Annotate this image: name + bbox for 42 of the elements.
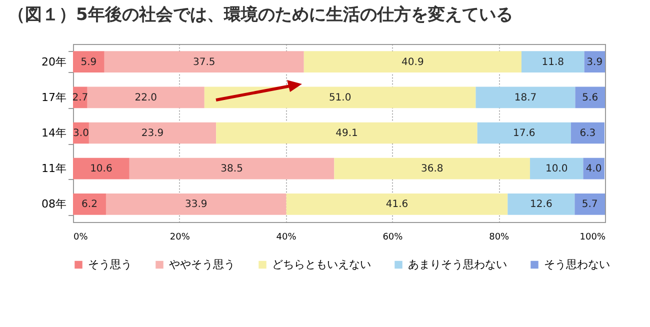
data-label: 40.9 bbox=[402, 56, 424, 68]
data-label: 10.6 bbox=[90, 164, 112, 175]
legend-label: どちらともいえない bbox=[272, 258, 371, 271]
data-label: 3.0 bbox=[73, 128, 89, 139]
legend-label: あまりそう思わない bbox=[408, 258, 507, 271]
x-tick-label: 60% bbox=[382, 232, 404, 242]
y-tick-label: 20年 bbox=[42, 55, 66, 68]
data-label: 41.6 bbox=[386, 199, 408, 210]
data-label: 3.9 bbox=[586, 56, 603, 68]
data-label: 5.9 bbox=[80, 56, 97, 68]
y-tick-label: 14年 bbox=[42, 126, 66, 140]
x-tick-label: 100% bbox=[580, 232, 606, 242]
data-label: 37.5 bbox=[193, 56, 216, 68]
x-tick-label: 40% bbox=[276, 232, 297, 242]
data-label: 38.5 bbox=[220, 164, 243, 175]
data-label: 2.7 bbox=[72, 92, 88, 104]
data-label: 4.0 bbox=[586, 164, 602, 175]
data-label: 6.3 bbox=[580, 128, 596, 139]
data-label: 23.9 bbox=[141, 128, 164, 139]
data-label: 22.0 bbox=[134, 92, 158, 104]
data-label: 6.2 bbox=[82, 199, 98, 210]
data-label: 49.1 bbox=[336, 128, 358, 139]
data-label: 18.7 bbox=[514, 92, 537, 104]
y-tick-label: 11年 bbox=[42, 162, 66, 176]
data-label: 33.9 bbox=[185, 199, 208, 210]
legend-label: そう思う bbox=[88, 258, 132, 271]
y-tick-label: 08年 bbox=[42, 198, 66, 211]
data-label: 10.0 bbox=[545, 164, 568, 175]
y-tick-label: 17年 bbox=[42, 90, 66, 104]
x-tick-label: 80% bbox=[489, 232, 510, 242]
chart-title: （図１）5年後の社会では、環境のために生活の仕方を変えている bbox=[8, 5, 513, 25]
data-label: 5.7 bbox=[582, 199, 598, 210]
data-label: 5.6 bbox=[582, 92, 598, 104]
data-label: 51.0 bbox=[328, 92, 352, 104]
legend-label: そう思わない bbox=[544, 258, 610, 271]
data-label: 17.6 bbox=[513, 128, 536, 139]
x-tick-label: 0% bbox=[74, 232, 88, 242]
legend-label: ややそう思う bbox=[169, 258, 235, 271]
data-label: 12.6 bbox=[530, 199, 552, 210]
data-label: 36.8 bbox=[420, 164, 444, 175]
data-label: 11.8 bbox=[542, 56, 564, 68]
x-tick-label: 20% bbox=[170, 232, 190, 242]
